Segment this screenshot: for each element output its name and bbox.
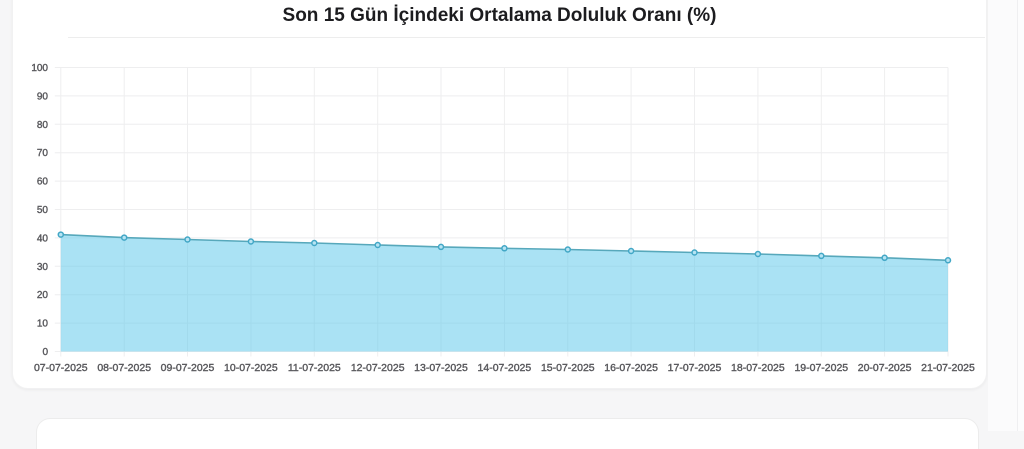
svg-text:18-07-2025: 18-07-2025 xyxy=(731,362,785,374)
svg-text:10-07-2025: 10-07-2025 xyxy=(224,362,278,374)
svg-text:20-07-2025: 20-07-2025 xyxy=(858,362,912,374)
svg-text:70: 70 xyxy=(37,148,49,159)
svg-text:14-07-2025: 14-07-2025 xyxy=(478,362,532,374)
svg-text:21-07-2025: 21-07-2025 xyxy=(921,362,975,374)
svg-text:100: 100 xyxy=(31,63,48,74)
svg-text:12-07-2025: 12-07-2025 xyxy=(351,362,405,374)
svg-text:19-07-2025: 19-07-2025 xyxy=(794,362,848,374)
svg-text:90: 90 xyxy=(37,91,49,102)
svg-text:80: 80 xyxy=(37,120,49,131)
svg-text:20: 20 xyxy=(37,290,49,301)
svg-text:08-07-2025: 08-07-2025 xyxy=(97,362,151,374)
svg-text:17-07-2025: 17-07-2025 xyxy=(668,362,722,374)
svg-text:11-07-2025: 11-07-2025 xyxy=(288,362,341,374)
svg-text:0: 0 xyxy=(42,347,48,358)
svg-text:10: 10 xyxy=(37,319,49,330)
svg-text:07-07-2025: 07-07-2025 xyxy=(34,362,88,374)
svg-text:40: 40 xyxy=(37,233,49,244)
svg-text:30: 30 xyxy=(37,262,49,273)
svg-text:15-07-2025: 15-07-2025 xyxy=(541,362,595,374)
svg-text:16-07-2025: 16-07-2025 xyxy=(604,362,658,374)
svg-text:13-07-2025: 13-07-2025 xyxy=(414,362,468,374)
svg-text:50: 50 xyxy=(37,205,49,216)
svg-text:09-07-2025: 09-07-2025 xyxy=(161,362,215,374)
svg-text:60: 60 xyxy=(37,177,49,188)
